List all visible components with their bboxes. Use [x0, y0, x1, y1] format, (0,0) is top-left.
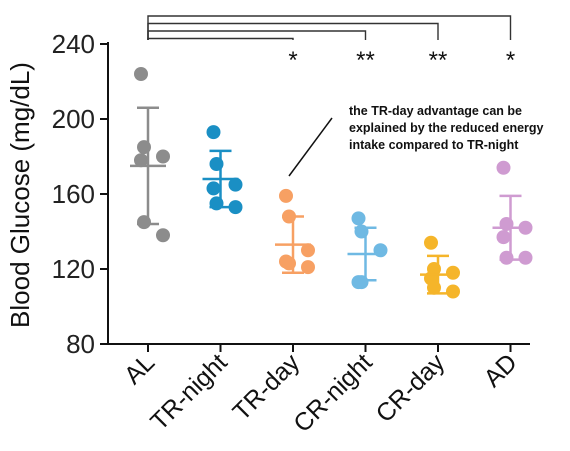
data-point	[301, 243, 315, 258]
data-point	[446, 284, 460, 299]
data-point	[134, 153, 148, 168]
y-tick-label: 160	[52, 179, 95, 209]
y-axis-label: Blood Glucose (mg/dL)	[5, 62, 35, 328]
group-cr-day	[420, 235, 460, 299]
axes: 80120160200240ALTR-nightTR-dayCR-nightCR…	[52, 29, 530, 438]
x-tick-label: CR-night	[288, 348, 378, 438]
significance-brackets: * ** ** *	[147, 15, 515, 74]
data-point	[496, 160, 511, 175]
group-tr-night	[202, 125, 243, 215]
x-tick-label: CR-day	[371, 348, 451, 428]
data-point	[301, 260, 315, 275]
x-tick-label: AD	[478, 348, 522, 392]
group-tr-day	[275, 188, 315, 275]
y-tick-label: 200	[52, 104, 95, 134]
significance-bracket	[147, 15, 512, 40]
annotation-text: the TR-day advantage can be	[349, 104, 522, 118]
data-point	[446, 265, 460, 280]
data-point	[206, 125, 221, 140]
annotation-text: explained by the reduced energy	[349, 121, 544, 135]
x-tick-label: TR-night	[145, 348, 233, 436]
data-point	[156, 149, 170, 164]
y-tick-label: 80	[66, 329, 95, 359]
data-point	[134, 67, 148, 81]
data-point	[228, 200, 243, 215]
group-cr-night	[347, 211, 388, 290]
significance-star: **	[356, 47, 375, 74]
data-point	[156, 228, 170, 243]
y-tick-label: 240	[52, 29, 95, 59]
data-point	[424, 235, 438, 250]
data-point	[518, 250, 533, 265]
annotation-pointer	[288, 117, 333, 177]
group-al	[130, 67, 170, 243]
x-tick-label: AL	[119, 348, 160, 389]
data-groups	[130, 67, 533, 299]
data-point	[496, 230, 511, 245]
data-point	[279, 188, 293, 203]
significance-star: **	[429, 47, 448, 74]
significance-star: *	[506, 47, 515, 74]
group-ad	[492, 160, 533, 265]
annotation: the TR-day advantage can be explained by …	[288, 104, 544, 177]
data-point	[351, 211, 366, 226]
data-point	[206, 181, 221, 196]
significance-bracket	[147, 37, 294, 40]
significance-star: *	[288, 47, 297, 74]
annotation-text: intake compared to TR-night	[349, 138, 519, 152]
data-point	[228, 177, 243, 192]
significance-bracket	[147, 22, 439, 40]
y-tick-label: 120	[52, 254, 95, 284]
